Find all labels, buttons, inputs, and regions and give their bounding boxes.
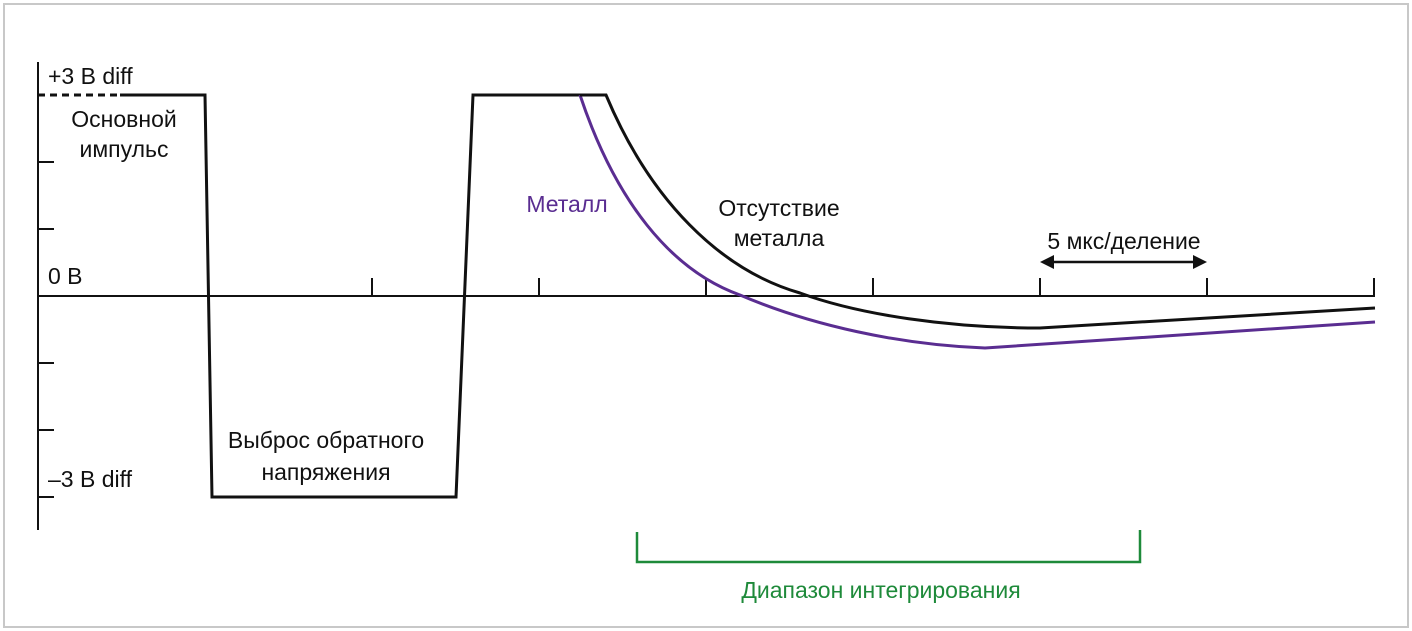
metal-curve [578, 94, 1376, 350]
minus-level-label: –3 В diff [48, 466, 133, 492]
zero-level-label: 0 В [48, 263, 83, 289]
plus-level-label: +3 В diff [48, 63, 133, 89]
integration-label: Диапазон интегрирования [741, 577, 1020, 603]
no-metal-curve [580, 93, 1376, 330]
main-pulse-label: импульс [79, 136, 168, 162]
flyback-label: Выброс обратного [228, 427, 424, 453]
y-ticks [38, 161, 54, 498]
scale-arrow [1040, 255, 1207, 269]
metal-label: Металл [526, 191, 607, 217]
pulse [120, 93, 580, 499]
time-scale-label: 5 мкс/деление [1047, 228, 1200, 254]
main-pulse-label: Основной [71, 106, 176, 132]
frame [3, 3, 1409, 628]
no-metal-label: металла [734, 225, 825, 251]
x-ticks [371, 278, 1375, 296]
flyback-label: напряжения [261, 459, 390, 485]
integration-bracket [635, 530, 1142, 564]
no-metal-label: Отсутствие [718, 195, 839, 221]
